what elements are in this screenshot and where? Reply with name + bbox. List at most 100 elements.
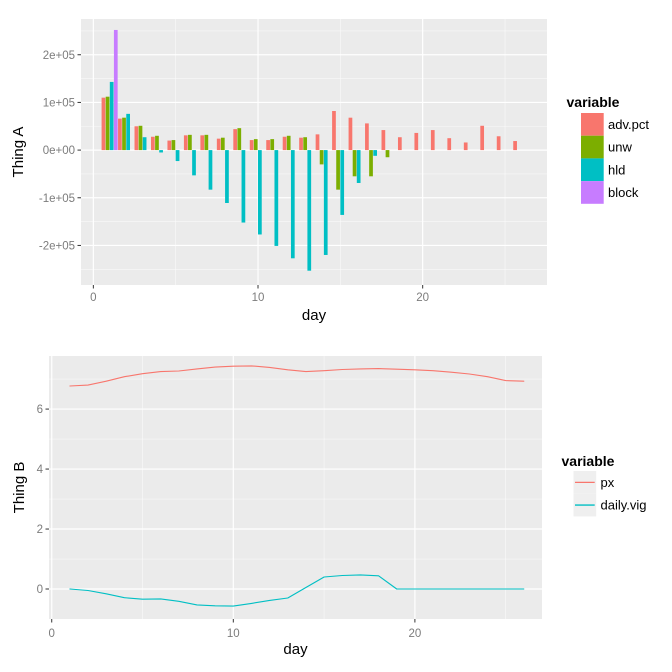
series-hld [109,81,377,271]
bar [216,138,221,151]
x-axis-title: day [283,641,308,658]
bar [171,140,176,151]
x-axis-title: day [302,307,327,324]
bar [155,135,159,151]
bar [167,140,172,151]
legend-label: hld [608,162,625,177]
bar [397,137,402,151]
x-tick-label: 0 [49,628,55,640]
bar [480,125,485,151]
bar [122,117,126,151]
bar [365,123,369,151]
x-tick-label: 20 [416,292,429,304]
y-tick-label: 2 [37,524,43,536]
bar [513,141,517,151]
legend-label: unw [608,140,632,155]
bar [258,150,262,235]
bar [332,111,336,151]
legend-title: variable [562,453,615,469]
panel-background [81,19,547,285]
legend-key-swatch [581,135,604,159]
x-tick-label: 10 [227,628,240,640]
bar [188,134,192,151]
grid-minor [81,19,547,285]
y-axis-title: Thing A [10,127,27,178]
bar [175,150,180,162]
bar [323,150,328,255]
bar [150,136,155,151]
y-tick-label: -2e+05 [39,240,75,252]
bar [138,125,143,151]
bar [237,128,242,151]
y-tick-label: 1e+05 [43,97,75,109]
legend-title: variable [567,94,620,110]
legend-key-swatch [581,158,604,182]
bar [200,135,205,151]
bar [253,139,258,151]
bar [315,134,320,151]
bar [319,150,324,165]
bar [192,150,196,176]
legend-key-swatch [581,181,604,204]
x-tick-label: 10 [252,292,265,304]
bar [274,150,279,246]
bar [496,136,501,151]
bar [109,81,114,151]
y-tick-label: 0 [37,584,43,596]
bar [118,118,122,151]
bar [356,150,361,183]
bar [220,137,225,151]
bar [208,150,213,190]
y-axis-title: Thing B [11,462,28,514]
bar [307,150,312,271]
bar [340,150,345,215]
y-tick-label: 0e+00 [43,145,75,157]
thing-a-svg: 0 10 20 2e+05 1e+05 0e+00 -1e+05 -2e+05 day Thing… [10,19,649,324]
chart-thing-a: 0 10 20 2e+05 1e+05 0e+00 -1e+05 -2e+05 day Thing… [10,19,649,324]
y-tick-label: 4 [37,464,44,476]
bar [101,97,106,151]
legend-label: adv.pct [608,117,649,132]
bar [266,140,270,151]
bar [290,150,295,259]
legend-key-swatch [581,113,604,136]
bar [204,134,209,151]
legend: variable adv.pct unw hld block [567,94,649,204]
bar [369,150,373,177]
legend-label: px [601,475,615,490]
bar [225,150,229,203]
y-tick-label: 2e+05 [43,50,75,62]
bar [159,150,163,153]
series-block [113,29,118,151]
x-tick-label: 20 [408,628,421,640]
grid-minor [49,356,542,619]
bar [233,129,238,151]
bar [113,29,118,151]
y-tick-label: 6 [37,404,43,416]
bar [414,132,419,151]
panel-background [49,356,542,619]
legend-label: block [608,185,639,200]
series-unw [105,96,390,190]
bar [249,140,254,151]
bar [126,113,130,151]
bar [241,150,246,223]
series-adv.pct [101,97,517,151]
bar [303,137,308,151]
bar [463,142,468,151]
bar [352,150,357,177]
bar [142,137,147,151]
bar [430,130,435,151]
bar [134,126,139,151]
grid-major [49,356,542,619]
legend: variable px daily.vig [562,453,647,517]
legend-label: daily.vig [601,498,647,513]
bar [373,150,377,156]
y-tick-label: -1e+05 [39,193,75,205]
bar [270,139,275,151]
bar [447,138,452,151]
bar [299,137,303,151]
